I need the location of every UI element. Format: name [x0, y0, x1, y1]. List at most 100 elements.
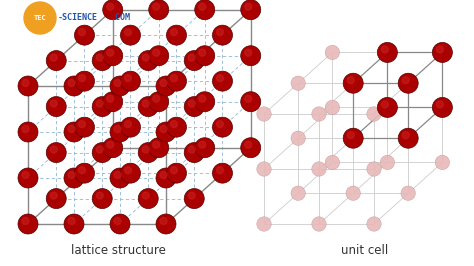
- Circle shape: [377, 43, 397, 63]
- Circle shape: [18, 122, 38, 142]
- Circle shape: [245, 3, 252, 10]
- Circle shape: [68, 80, 75, 86]
- Circle shape: [156, 122, 176, 142]
- Circle shape: [245, 49, 252, 56]
- Circle shape: [114, 218, 121, 225]
- Circle shape: [347, 132, 354, 139]
- Circle shape: [24, 2, 56, 34]
- Circle shape: [107, 3, 114, 10]
- Circle shape: [149, 0, 169, 20]
- Circle shape: [241, 0, 261, 20]
- Circle shape: [217, 121, 223, 128]
- Circle shape: [257, 107, 271, 121]
- Circle shape: [142, 192, 149, 199]
- Circle shape: [74, 163, 94, 183]
- Text: TEC: TEC: [34, 15, 46, 21]
- Circle shape: [153, 95, 160, 102]
- Circle shape: [195, 46, 215, 66]
- Circle shape: [312, 107, 326, 121]
- Circle shape: [46, 143, 66, 163]
- Circle shape: [68, 218, 75, 225]
- Circle shape: [153, 3, 160, 10]
- Circle shape: [96, 192, 103, 199]
- Circle shape: [325, 155, 339, 170]
- Circle shape: [212, 71, 232, 91]
- Circle shape: [156, 214, 176, 234]
- Circle shape: [107, 49, 114, 56]
- Circle shape: [343, 73, 363, 93]
- Circle shape: [74, 71, 94, 91]
- Circle shape: [217, 75, 223, 82]
- Circle shape: [50, 54, 57, 61]
- Circle shape: [46, 51, 66, 70]
- Circle shape: [103, 0, 123, 20]
- Circle shape: [18, 214, 38, 234]
- Circle shape: [437, 101, 443, 108]
- Circle shape: [382, 46, 388, 53]
- Circle shape: [212, 163, 232, 183]
- Circle shape: [245, 141, 252, 148]
- Circle shape: [50, 146, 57, 153]
- Circle shape: [50, 192, 57, 199]
- Circle shape: [92, 51, 112, 70]
- Circle shape: [96, 100, 103, 107]
- Circle shape: [437, 46, 443, 53]
- Circle shape: [110, 122, 130, 142]
- Circle shape: [312, 217, 326, 231]
- Circle shape: [184, 143, 204, 163]
- Circle shape: [18, 168, 38, 188]
- Circle shape: [142, 100, 149, 107]
- Circle shape: [325, 45, 339, 60]
- Circle shape: [367, 162, 381, 176]
- Circle shape: [138, 189, 158, 209]
- Circle shape: [92, 143, 112, 163]
- Circle shape: [199, 95, 206, 102]
- Circle shape: [120, 25, 140, 45]
- Circle shape: [432, 43, 452, 63]
- Circle shape: [241, 92, 261, 112]
- Circle shape: [114, 80, 121, 86]
- Circle shape: [171, 75, 177, 82]
- Circle shape: [325, 100, 339, 115]
- Circle shape: [398, 128, 418, 148]
- Circle shape: [103, 138, 123, 158]
- Circle shape: [96, 54, 103, 61]
- Circle shape: [103, 92, 123, 112]
- Circle shape: [257, 217, 271, 231]
- Circle shape: [382, 101, 388, 108]
- Circle shape: [64, 168, 84, 188]
- Circle shape: [432, 97, 452, 118]
- Circle shape: [120, 163, 140, 183]
- Circle shape: [217, 167, 223, 174]
- Circle shape: [380, 155, 394, 170]
- Circle shape: [291, 76, 305, 90]
- Circle shape: [156, 76, 176, 96]
- Circle shape: [166, 71, 186, 91]
- Circle shape: [435, 155, 449, 170]
- Circle shape: [188, 146, 195, 153]
- Circle shape: [18, 76, 38, 96]
- Circle shape: [153, 49, 160, 56]
- Circle shape: [103, 46, 123, 66]
- Circle shape: [160, 126, 167, 132]
- Circle shape: [64, 214, 84, 234]
- Circle shape: [312, 162, 326, 176]
- Circle shape: [347, 77, 354, 84]
- Circle shape: [171, 29, 177, 36]
- Circle shape: [257, 162, 271, 176]
- Circle shape: [125, 121, 131, 128]
- Circle shape: [107, 95, 114, 102]
- Circle shape: [241, 46, 261, 66]
- Circle shape: [160, 80, 167, 86]
- Circle shape: [125, 29, 131, 36]
- Circle shape: [212, 25, 232, 45]
- Circle shape: [367, 107, 381, 121]
- Circle shape: [199, 3, 206, 10]
- Circle shape: [125, 167, 131, 174]
- Circle shape: [149, 138, 169, 158]
- Circle shape: [184, 97, 204, 117]
- Circle shape: [46, 97, 66, 117]
- Circle shape: [79, 75, 85, 82]
- Circle shape: [107, 141, 114, 148]
- Circle shape: [138, 51, 158, 70]
